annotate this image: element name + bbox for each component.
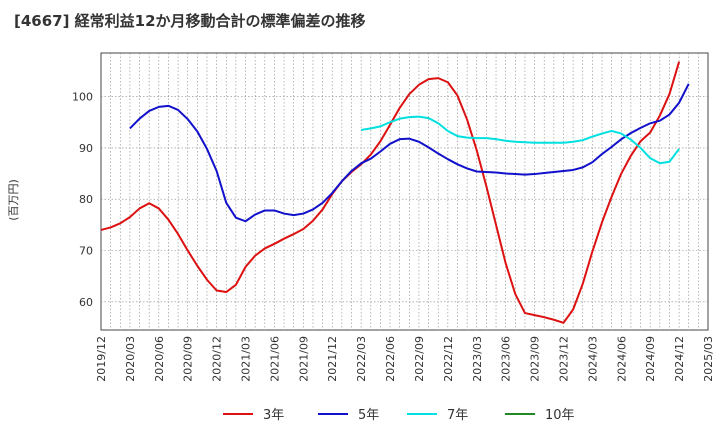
x-tick-label: 2023/12	[557, 336, 570, 382]
x-tick-label: 2022/12	[442, 336, 455, 382]
x-tick-label: 2024/12	[673, 336, 686, 382]
legend-label: 7年	[447, 408, 468, 423]
x-tick-label: 2021/06	[268, 336, 281, 382]
y-tick-label: 100	[72, 91, 93, 104]
legend-label: 10年	[545, 408, 575, 423]
x-tick-label: 2024/03	[586, 336, 599, 382]
grid-lines	[101, 53, 708, 330]
legend-label: 3年	[263, 408, 284, 423]
plot-area	[100, 52, 709, 331]
x-tick-label: 2020/03	[124, 336, 137, 382]
y-tick-label: 80	[79, 193, 93, 206]
x-tick-label: 2021/03	[240, 336, 253, 382]
x-tick-label: 2025/03	[702, 336, 715, 382]
x-tick-label: 2023/09	[529, 336, 542, 382]
x-tick-label: 2022/06	[384, 336, 397, 382]
x-tick-label: 2020/12	[211, 336, 224, 382]
x-tick-label: 2024/06	[615, 336, 628, 382]
x-tick-label: 2020/06	[153, 336, 166, 382]
y-tick-label: 70	[79, 244, 93, 257]
x-tick-label: 2021/12	[326, 336, 339, 382]
x-tick-label: 2023/03	[471, 336, 484, 382]
legend: 3年 5年 7年 10年	[223, 408, 575, 423]
series-line	[100, 61, 681, 324]
x-tick-label: 2020/09	[182, 336, 195, 382]
x-tick-label: 2023/06	[500, 336, 513, 382]
y-axis-ticks: 60 70 80 90 100	[72, 91, 93, 309]
legend-label: 5年	[358, 408, 379, 423]
series-lines	[100, 61, 690, 324]
x-tick-label: 2022/09	[413, 336, 426, 382]
y-tick-label: 90	[79, 142, 93, 155]
x-tick-label: 2022/03	[355, 336, 368, 382]
y-axis-label: (百万円)	[7, 179, 20, 221]
x-tick-label: 2019/12	[95, 336, 108, 382]
y-tick-label: 60	[79, 296, 93, 309]
series-line	[129, 83, 690, 223]
x-tick-label: 2021/09	[297, 336, 310, 382]
series-line	[360, 115, 680, 165]
chart-title: [4667] 経常利益12か月移動合計の標準偏差の推移	[14, 12, 366, 30]
x-tick-label: 2024/09	[644, 336, 657, 382]
x-axis-ticks: 2019/12 2020/03 2020/06 2020/09 2020/12 2021/…	[95, 336, 715, 382]
